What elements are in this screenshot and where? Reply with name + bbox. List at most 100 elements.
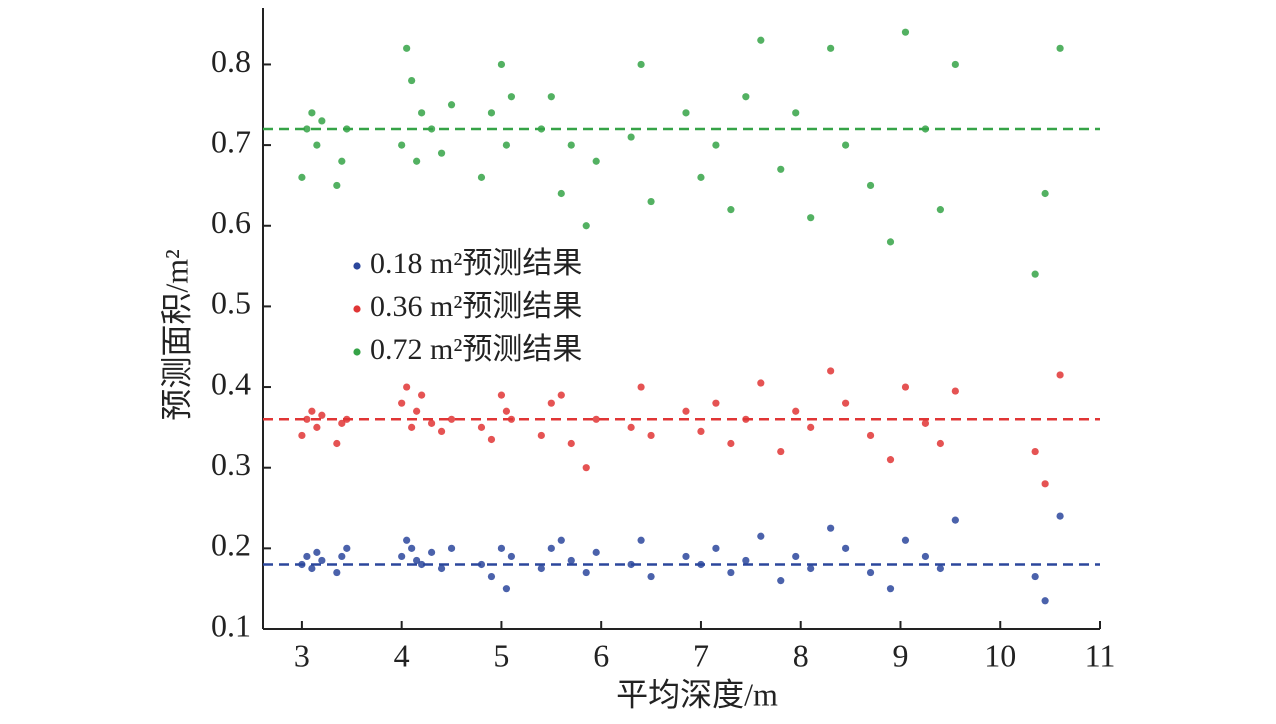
point: [408, 423, 416, 431]
point: [333, 568, 341, 577]
x-tick-label: 11: [1085, 637, 1116, 673]
point: [742, 93, 750, 101]
point: [936, 206, 944, 214]
point: [303, 552, 311, 561]
point: [792, 552, 800, 561]
point: [742, 556, 750, 565]
point: [308, 564, 316, 573]
point: [338, 157, 346, 165]
point: [827, 367, 835, 375]
point: [886, 585, 895, 593]
point: [313, 423, 321, 431]
point: [318, 117, 326, 125]
point: [792, 407, 800, 415]
point: [757, 532, 765, 540]
point: [792, 109, 800, 117]
point: [487, 435, 496, 444]
point: [408, 76, 416, 85]
point: [547, 399, 555, 407]
point: [398, 399, 406, 407]
point: [298, 173, 306, 181]
point: [487, 109, 496, 117]
point: [537, 564, 545, 573]
point: [497, 60, 506, 69]
x-tick-label: 10: [984, 637, 1016, 673]
point: [308, 407, 316, 415]
y-tick-label: 0.1: [211, 607, 251, 643]
point: [437, 427, 446, 436]
point: [427, 419, 436, 427]
point: [866, 431, 875, 440]
point: [547, 544, 555, 552]
point: [338, 552, 346, 561]
point: [866, 568, 875, 577]
y-axis-label: 预测面积/m²: [158, 249, 194, 420]
point: [807, 564, 815, 573]
x-tick-label: 4: [394, 637, 410, 673]
point: [313, 141, 321, 149]
point: [413, 157, 421, 165]
point: [557, 391, 565, 399]
point: [582, 568, 590, 577]
point: [582, 222, 590, 230]
point: [333, 439, 341, 448]
point: [712, 544, 720, 552]
point: [807, 423, 815, 431]
point: [682, 407, 690, 415]
point: [477, 423, 486, 431]
point: [842, 544, 850, 552]
point: [647, 431, 655, 440]
point: [697, 173, 705, 181]
point: [398, 141, 406, 149]
point: [842, 399, 850, 407]
point: [757, 379, 765, 387]
point: [886, 238, 895, 246]
x-axis-label: 平均深度/m: [616, 676, 778, 712]
point: [727, 568, 735, 577]
point: [408, 544, 416, 552]
point: [936, 439, 944, 448]
point: [507, 93, 516, 101]
point: [437, 564, 446, 573]
y-tick-label: 0.5: [211, 285, 251, 321]
point: [567, 556, 575, 565]
point: [1031, 572, 1039, 581]
point: [647, 197, 655, 206]
point: [827, 524, 835, 532]
point: [418, 560, 426, 569]
point: [757, 36, 765, 44]
legend-label: 0.36 m²预测结果: [370, 290, 582, 323]
point: [842, 141, 850, 149]
point: [502, 585, 511, 593]
point: [777, 447, 785, 456]
point: [427, 548, 436, 556]
point: [557, 536, 565, 544]
point: [592, 548, 600, 556]
point: [637, 536, 645, 544]
point: [1041, 189, 1049, 198]
point: [418, 109, 426, 117]
point: [777, 577, 785, 585]
point: [567, 141, 575, 149]
point: [477, 173, 486, 181]
x-tick-label: 9: [892, 637, 908, 673]
point: [1056, 371, 1064, 379]
point: [447, 544, 456, 552]
point: [507, 552, 516, 561]
point: [487, 572, 496, 581]
point: [951, 60, 959, 69]
point: [921, 419, 930, 427]
point: [537, 431, 545, 440]
point: [502, 407, 511, 415]
point: [682, 552, 690, 561]
point: [398, 552, 406, 561]
point: [437, 149, 446, 157]
point: [413, 407, 421, 415]
point: [866, 181, 875, 190]
point: [1056, 44, 1064, 52]
y-tick-label: 0.8: [211, 43, 251, 79]
point: [921, 552, 930, 561]
point: [627, 133, 635, 141]
y-tick-label: 0.7: [211, 123, 251, 159]
